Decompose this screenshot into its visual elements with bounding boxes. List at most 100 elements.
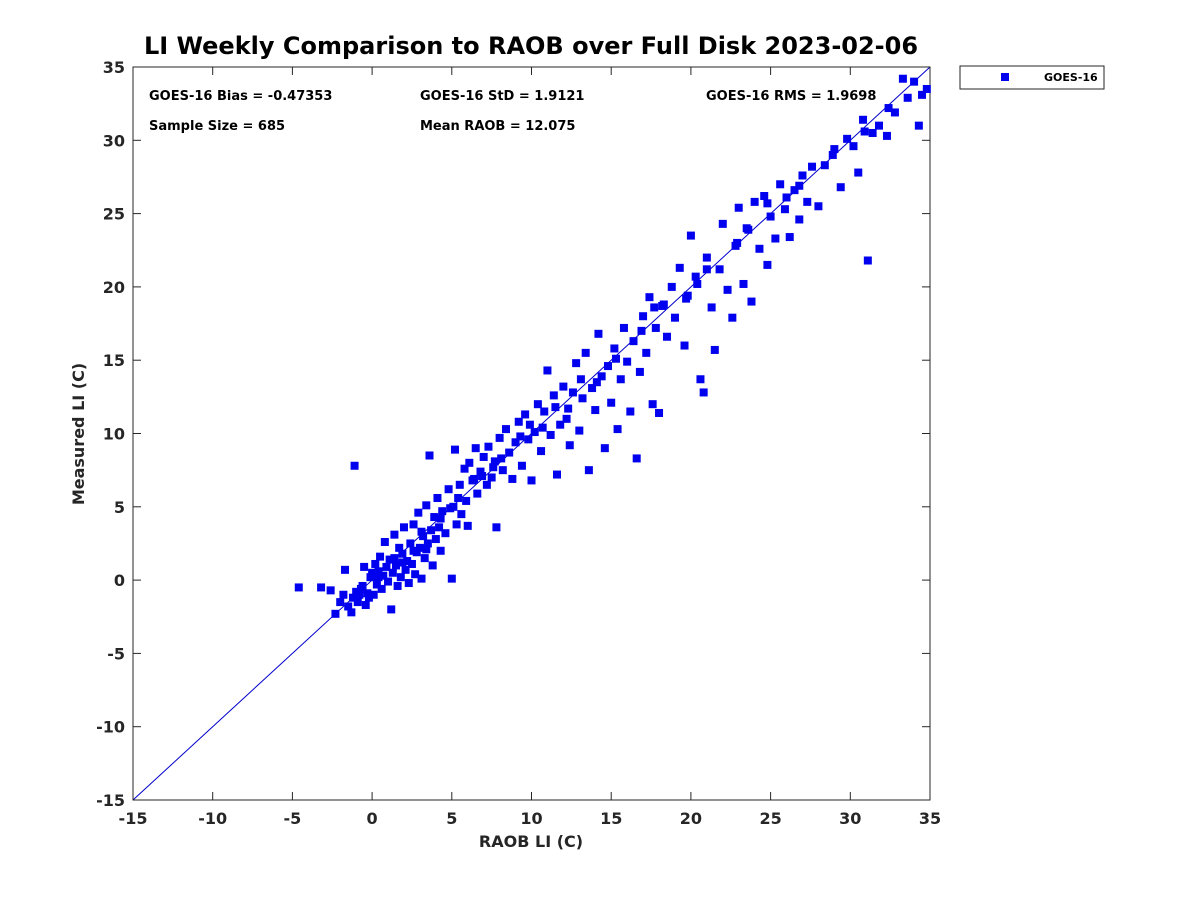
data-point <box>339 590 348 599</box>
data-point <box>553 470 562 479</box>
data-point <box>385 555 394 564</box>
data-point <box>610 344 619 353</box>
legend-entry-goes-16: GOES-16 <box>1044 71 1098 84</box>
data-point <box>803 197 812 206</box>
data-point <box>414 508 423 517</box>
data-point <box>623 357 632 366</box>
data-point <box>415 543 424 552</box>
data-point <box>409 546 418 555</box>
data-point <box>428 561 437 570</box>
data-point <box>419 532 428 541</box>
data-point <box>543 366 552 375</box>
data-point <box>436 546 445 555</box>
data-point <box>422 501 431 510</box>
y-tick-label: -5 <box>107 644 125 663</box>
data-point <box>374 573 383 582</box>
data-point <box>613 425 622 434</box>
y-tick-label: 20 <box>103 278 125 297</box>
data-point <box>696 375 705 384</box>
data-point <box>398 558 407 567</box>
x-axis-label: RAOB LI (C) <box>479 832 583 851</box>
data-point <box>734 203 743 212</box>
data-point <box>559 382 568 391</box>
data-point <box>317 583 326 592</box>
data-point <box>890 108 899 117</box>
data-point <box>849 142 858 151</box>
data-point <box>629 337 638 346</box>
data-point <box>868 128 877 137</box>
data-point <box>382 562 391 571</box>
data-point <box>470 474 479 483</box>
data-point <box>489 463 498 472</box>
data-point <box>417 527 426 536</box>
data-point <box>699 388 708 397</box>
data-point <box>693 279 702 288</box>
data-point <box>814 202 823 211</box>
data-point <box>785 233 794 242</box>
data-point <box>478 472 487 481</box>
data-point <box>409 520 418 529</box>
x-tick-label: 5 <box>446 809 457 828</box>
chart-title: LI Weekly Comparison to RAOB over Full D… <box>144 32 918 60</box>
data-point <box>565 441 574 450</box>
stat-mean-raob: Mean RAOB = 12.075 <box>420 119 575 134</box>
data-point <box>369 590 378 599</box>
data-point <box>406 539 415 548</box>
data-point <box>795 181 804 190</box>
data-point <box>479 452 488 461</box>
data-point <box>642 348 651 357</box>
data-point <box>430 513 439 522</box>
data-point <box>465 458 474 467</box>
data-point <box>404 579 413 588</box>
data-point <box>771 234 780 243</box>
data-point <box>594 329 603 338</box>
data-point <box>798 171 807 180</box>
data-point <box>600 444 609 453</box>
data-point <box>347 608 356 617</box>
data-point <box>710 345 719 354</box>
data-point <box>584 466 593 475</box>
y-axis-label: Measured LI (C) <box>69 363 88 505</box>
axis-ticks: -15 -10 -5 0 5 10 15 20 25 30 35 -15 -10 -5 0 5 10 15 20 25… <box>96 58 941 828</box>
data-point <box>379 571 388 580</box>
data-point <box>830 145 839 154</box>
data-point <box>639 312 648 321</box>
data-point <box>859 115 868 124</box>
data-point <box>294 583 303 592</box>
data-point <box>392 561 401 570</box>
data-point <box>490 457 499 466</box>
data-point <box>501 425 510 434</box>
data-point <box>436 514 445 523</box>
data-point <box>387 605 396 614</box>
data-point <box>508 474 517 483</box>
data-point <box>670 313 679 322</box>
data-point <box>492 523 501 532</box>
data-point <box>564 404 573 413</box>
data-point <box>780 205 789 214</box>
data-point <box>667 282 676 291</box>
data-point <box>578 394 587 403</box>
data-point <box>390 530 399 539</box>
data-point <box>744 225 753 234</box>
data-point <box>423 539 432 548</box>
data-point <box>460 464 469 473</box>
data-point <box>718 219 727 228</box>
data-point <box>795 215 804 224</box>
x-tick-label: -15 <box>119 809 148 828</box>
data-point <box>374 567 383 576</box>
y-tick-label: 5 <box>114 498 125 517</box>
data-point <box>487 473 496 482</box>
data-point <box>463 521 472 530</box>
data-point <box>395 543 404 552</box>
data-point <box>344 602 353 611</box>
data-point <box>546 430 555 439</box>
data-point <box>348 593 357 602</box>
data-point <box>782 193 791 202</box>
data-point <box>884 104 893 113</box>
data-point <box>635 367 644 376</box>
data-point <box>380 537 389 546</box>
data-point <box>691 272 700 281</box>
legend-box <box>959 65 1105 90</box>
data-point <box>530 428 539 437</box>
data-point <box>575 426 584 435</box>
